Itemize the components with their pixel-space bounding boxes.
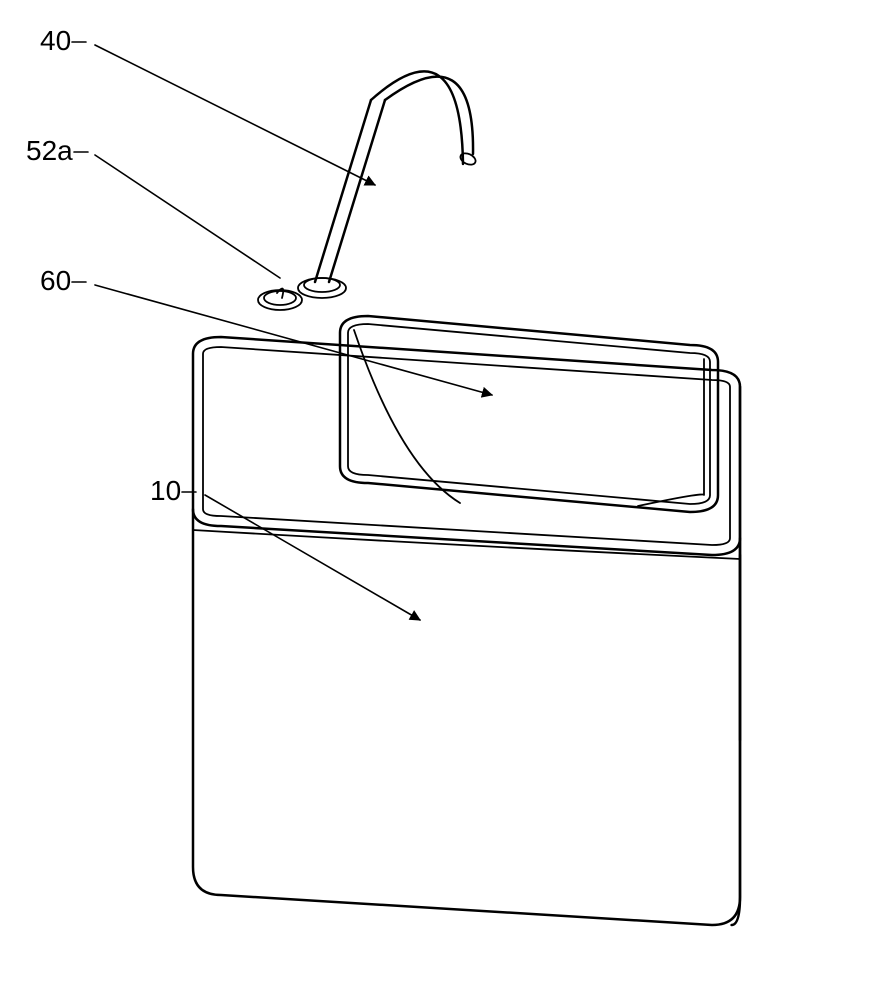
callout-10: 10 bbox=[150, 475, 181, 506]
callout-40: 40 bbox=[40, 25, 71, 56]
callout-52a: 52a bbox=[26, 135, 73, 166]
callout-60: 60 bbox=[40, 265, 71, 296]
